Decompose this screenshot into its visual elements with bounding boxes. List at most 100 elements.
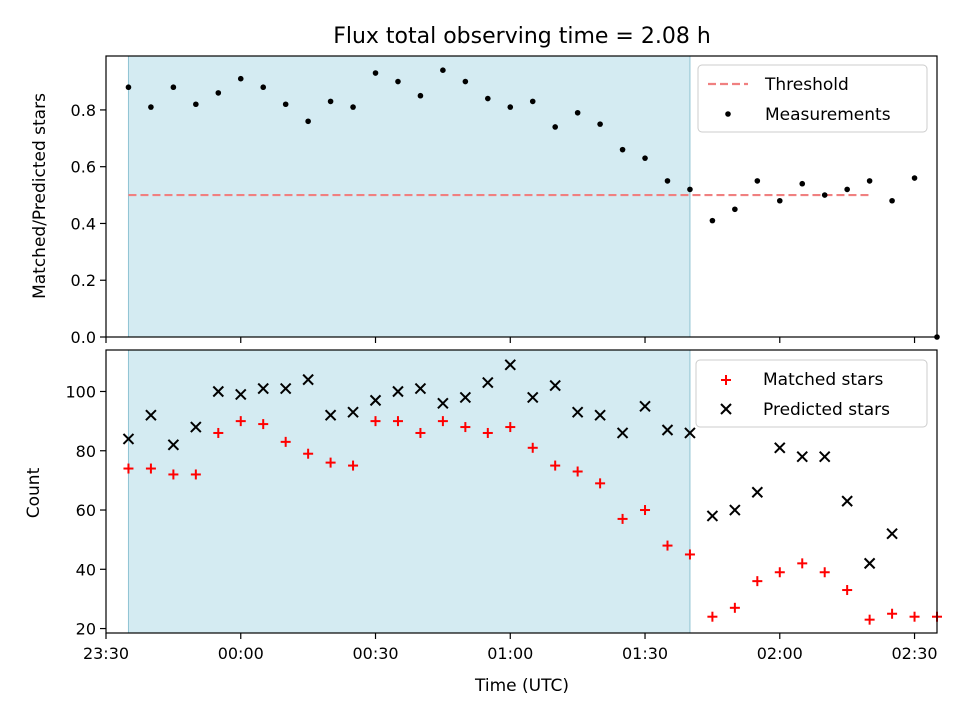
bottom-y-tick-label: 60 <box>76 501 96 520</box>
predicted-star-point <box>818 450 831 463</box>
bottom-observing-window <box>128 350 690 633</box>
bottom-y-axis-label: Count <box>24 467 44 518</box>
legend-threshold-label: Threshold <box>764 75 849 95</box>
bottom-y-tick-label: 20 <box>76 620 96 639</box>
bottom-legend: Matched stars Predicted stars <box>695 359 928 428</box>
measurement-point <box>193 101 199 108</box>
measurement-point <box>776 197 783 204</box>
x-tick-label: 02:30 <box>891 644 937 663</box>
measurement-point <box>237 75 244 82</box>
top-legend-box <box>697 64 928 133</box>
measurement-point <box>215 90 222 96</box>
top-y-tick-label: 0.0 <box>71 328 96 347</box>
predicted-star-point <box>145 409 157 421</box>
measurement-point <box>844 186 850 193</box>
top-y-axis-label: Matched/Predicted stars <box>30 93 50 299</box>
matched-star-point <box>707 611 718 622</box>
matched-star-point <box>460 422 471 433</box>
bottom-panel: 20 40 60 80 100 23:30 00:00 00:30 01:00 01:30 02:0… <box>65 349 942 663</box>
predicted-star-point <box>190 421 202 433</box>
matched-star-point <box>325 457 336 468</box>
measurement-point <box>507 104 514 110</box>
predicted-star-point <box>549 379 561 392</box>
measurement-point <box>529 98 536 105</box>
measurement-point <box>327 98 334 105</box>
measurement-point <box>619 146 626 153</box>
predicted-star-point <box>324 409 337 421</box>
bottom-axes-frame <box>105 349 938 634</box>
measurement-point <box>282 101 289 108</box>
matched-star-point <box>235 416 246 427</box>
legend-measurement-label: Measurements <box>765 105 891 125</box>
matched-star-point <box>437 416 448 427</box>
matched-star-point <box>550 460 561 471</box>
predicted-star-point <box>684 427 696 439</box>
measurement-point <box>799 180 806 187</box>
measurement-point <box>574 109 581 116</box>
predicted-star-point <box>616 427 629 439</box>
measurement-point <box>911 175 918 181</box>
top-y-tick-label: 0.2 <box>71 271 96 290</box>
matched-star-point <box>482 427 493 438</box>
measurement-point <box>305 118 311 125</box>
top-y-tick-label: 0.6 <box>71 158 96 177</box>
predicted-star-point <box>437 397 449 410</box>
predicted-star-point <box>661 424 674 436</box>
measurement-point <box>664 178 671 184</box>
measurement-point <box>485 95 491 102</box>
predicted-star-point <box>886 528 898 540</box>
matched-star-point <box>572 466 583 477</box>
matched-star-point <box>617 513 628 524</box>
matched-star-point <box>123 463 134 474</box>
predicted-star-point <box>639 400 651 413</box>
matched-star-point <box>190 469 201 480</box>
x-tick-label: 02:00 <box>757 644 803 663</box>
predicted-star-point <box>482 376 494 389</box>
chart-title: Flux total observing time = 2.08 h <box>333 24 711 49</box>
measurement-point <box>687 186 693 193</box>
legend-matched-label: Matched stars <box>763 370 883 390</box>
measurement-point <box>170 84 177 91</box>
matched-star-point <box>348 460 359 471</box>
predicted-star-point <box>369 394 382 407</box>
predicted-star-point <box>774 442 786 454</box>
x-tick-label: 01:00 <box>487 644 533 663</box>
matched-star-point <box>752 576 763 587</box>
top-panel: 0.0 0.2 0.4 0.6 0.8 Threshold Measurements <box>71 55 940 347</box>
top-y-tick-label: 0.4 <box>71 214 96 233</box>
x-tick-label: 00:30 <box>352 644 398 663</box>
predicted-star-point <box>414 382 427 395</box>
predicted-star-point <box>257 382 269 395</box>
predicted-star-point <box>504 359 516 371</box>
measurement-point <box>754 178 761 184</box>
matched-star-point <box>887 608 898 619</box>
legend-predicted-label: Predicted stars <box>763 400 890 420</box>
measurement-point <box>597 121 603 127</box>
measurement-point <box>350 104 356 110</box>
matched-star-point <box>505 422 516 433</box>
measurement-point <box>866 178 873 184</box>
matched-star-point <box>864 614 875 625</box>
bottom-y-tick-label: 80 <box>76 442 96 461</box>
predicted-star-point <box>167 439 180 451</box>
predicted-star-point <box>279 382 292 395</box>
predicted-star-point <box>347 406 359 418</box>
predicted-star-point <box>122 433 135 445</box>
predicted-star-point <box>459 391 472 404</box>
predicted-star-point <box>594 409 606 421</box>
matched-star-point <box>527 442 538 453</box>
measurement-point <box>148 104 154 110</box>
measurement-point <box>462 78 469 85</box>
top-legend: Threshold Measurements <box>697 64 928 133</box>
legend-measurement-swatch <box>725 111 731 117</box>
x-tick-label: 23:30 <box>83 644 129 663</box>
measurement-point <box>260 84 267 91</box>
matched-star-point <box>842 585 853 596</box>
matched-star-point <box>145 463 156 474</box>
matched-star-point <box>280 436 291 447</box>
matched-star-point <box>684 549 695 560</box>
predicted-star-point <box>392 385 404 398</box>
matched-star-point <box>303 448 314 459</box>
measurement-point <box>732 206 738 213</box>
